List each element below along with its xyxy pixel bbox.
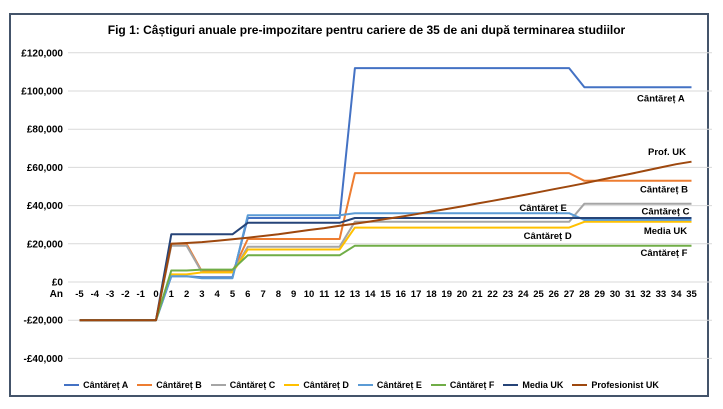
x-axis-tick: 32 <box>640 289 651 300</box>
legend-swatch-cantaret-a <box>64 383 80 387</box>
legend-label-media-uk: Media UK <box>522 380 564 390</box>
y-axis-ticks: -£40,000 -£20,000 £0 £20,000 £40,000 £60,000 £… <box>21 48 63 365</box>
x-axis-tick: -2 <box>121 289 129 300</box>
x-axis-tick: 5 <box>230 289 236 300</box>
x-axis-tick: 24 <box>518 289 529 300</box>
label-media-uk: Media UK <box>644 226 687 237</box>
y-axis-tick: £120,000 <box>21 48 63 59</box>
legend-item-profesionist-uk: Profesionist UK <box>572 380 659 390</box>
label-cantaret-d: Cântăreț D <box>524 231 572 242</box>
y-axis-tick: £20,000 <box>27 239 64 250</box>
x-axis-tick: 17 <box>411 289 422 300</box>
legend-swatch-cantaret-b <box>137 383 153 387</box>
x-axis-tick: 35 <box>686 289 697 300</box>
x-axis-tick: 7 <box>260 289 265 300</box>
legend-label-cantaret-b: Cântăreț B <box>156 380 202 390</box>
x-axis-tick: 30 <box>610 289 621 300</box>
x-axis-tick: 16 <box>396 289 407 300</box>
legend-item-cantaret-f: Cântăreț F <box>430 380 495 390</box>
legend-item-cantaret-c: Cântăreț C <box>210 380 276 390</box>
legend-swatch-cantaret-e <box>357 383 373 387</box>
legend-label-cantaret-a: Cântăreț A <box>83 380 129 390</box>
x-axis-tick: 19 <box>441 289 452 300</box>
x-axis-tick: 4 <box>215 289 221 300</box>
x-axis-tick: 31 <box>625 289 636 300</box>
x-axis-tick: 34 <box>671 289 682 300</box>
x-axis-tick: 8 <box>276 289 281 300</box>
x-axis-title: An <box>50 289 63 300</box>
x-axis-tick: -5 <box>75 289 84 300</box>
series-line-cantaret-e <box>79 212 692 322</box>
x-axis-tick: 18 <box>426 289 437 300</box>
x-axis-tick: 33 <box>656 289 667 300</box>
series-line-profesionist-uk <box>79 160 692 322</box>
legend-swatch-cantaret-d <box>284 383 300 387</box>
x-axis-tick: 12 <box>334 289 345 300</box>
x-axis-tick: 27 <box>564 289 575 300</box>
x-axis-tick: 0 <box>153 289 158 300</box>
series-line-cantaret-d <box>79 220 692 322</box>
x-axis-tick: 15 <box>380 289 391 300</box>
x-axis-tick: 22 <box>487 289 498 300</box>
x-axis-tick: 14 <box>365 289 376 300</box>
label-cantaret-c: Cântăreț C <box>641 206 689 217</box>
label-cantaret-b: Cântăreț B <box>640 184 688 195</box>
x-axis-tick: 23 <box>503 289 514 300</box>
legend-label-cantaret-d: Cântăreț D <box>303 380 349 390</box>
x-axis-tick: 2 <box>184 289 189 300</box>
legend-item-cantaret-e: Cântăreț E <box>357 380 422 390</box>
legend-item-cantaret-a: Cântăreț A <box>64 380 128 390</box>
y-axis-tick: £80,000 <box>27 125 64 136</box>
x-axis-tick: 29 <box>594 289 605 300</box>
y-axis-tick: £40,000 <box>27 201 64 212</box>
x-axis-tick: 10 <box>304 289 315 300</box>
y-axis-tick: £60,000 <box>27 163 64 174</box>
x-axis-tick: 25 <box>533 289 544 300</box>
x-axis-tick: 20 <box>457 289 468 300</box>
y-axis-tick: £100,000 <box>21 87 63 98</box>
x-axis-tick: 9 <box>291 289 296 300</box>
legend-item-cantaret-b: Cântăreț B <box>137 380 202 390</box>
legend-label-profesionist-uk: Profesionist UK <box>591 380 659 390</box>
legend-swatch-media-uk <box>503 383 519 387</box>
y-axis-tick: -£20,000 <box>24 316 64 327</box>
chart-title: Fig 1: Câștiguri anuale pre-impozitare p… <box>107 23 626 37</box>
figure-border <box>9 13 709 397</box>
x-axis-tick: 1 <box>169 289 175 300</box>
x-axis-tick: 21 <box>472 289 483 300</box>
legend-label-cantaret-f: Cântăreț F <box>449 380 495 390</box>
legend-item-cantaret-d: Cântăreț D <box>284 380 349 390</box>
y-axis-tick: £0 <box>52 278 64 289</box>
gridlines <box>68 52 712 359</box>
legend-label-cantaret-e: Cântăreț E <box>376 380 422 390</box>
series-line-media-uk <box>79 217 692 322</box>
y-axis-tick: -£40,000 <box>24 354 64 365</box>
legend-swatch-cantaret-f <box>430 383 446 387</box>
x-axis-tick: 26 <box>549 289 560 300</box>
x-axis-tick: 11 <box>319 289 330 300</box>
legend-label-cantaret-c: Cântăreț C <box>229 380 276 390</box>
x-axis-tick: 28 <box>579 289 590 300</box>
x-axis-tick: -1 <box>136 289 145 300</box>
x-axis-tick: -4 <box>91 289 100 300</box>
x-axis-ticks: -5 -4 -3 -2 -1 0 1 2 3 4 5 6 7 8 9 10 11 12 13 14 15 16 17 18 19… <box>75 289 697 300</box>
x-axis-tick: 6 <box>245 289 250 300</box>
label-cantaret-f: Cântăreț F <box>641 248 688 259</box>
legend-item-media-uk: Media UK <box>503 380 563 390</box>
chart-legend: Cântăreț A Cântăreț B Cântăreț C Cântăreț D… <box>18 377 705 393</box>
series-line-cantaret-f <box>79 244 692 322</box>
x-axis-tick: 13 <box>350 289 361 300</box>
x-axis-tick: 3 <box>199 289 204 300</box>
x-axis-tick: -3 <box>106 289 114 300</box>
label-prof-uk: Prof. UK <box>648 147 686 158</box>
series-line-cantaret-c <box>79 202 692 322</box>
legend-swatch-profesionist-uk <box>572 383 588 387</box>
label-cantaret-e: Cântăreț E <box>519 203 567 214</box>
label-cantaret-a: Cântăreț A <box>637 94 685 105</box>
legend-swatch-cantaret-c <box>210 383 226 387</box>
